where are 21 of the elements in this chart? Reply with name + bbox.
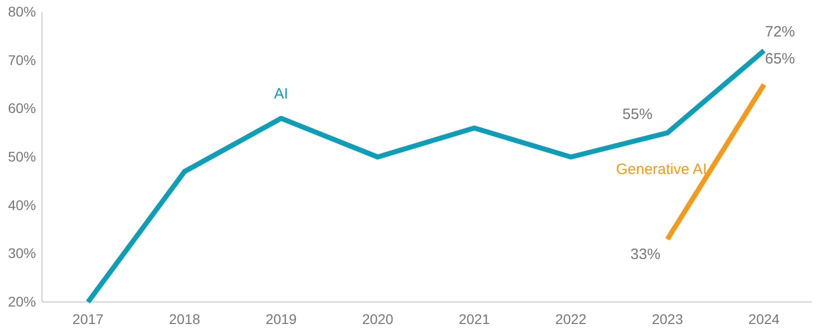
- x-tick-label: 2019: [266, 310, 297, 327]
- data-label: 65%: [764, 50, 796, 68]
- x-tick-label: 2017: [72, 310, 104, 327]
- data-label: 33%: [630, 246, 660, 264]
- data-label: 72%: [764, 24, 796, 41]
- y-tick-label: 40%: [8, 196, 36, 213]
- y-tick-label: 20%: [8, 293, 36, 310]
- x-tick-label: 2022: [555, 310, 587, 327]
- y-tick-label: 80%: [8, 3, 36, 20]
- x-tick-label: 2021: [458, 310, 490, 327]
- data-label: 55%: [622, 106, 652, 123]
- x-tick-label: 2023: [652, 310, 684, 327]
- x-tick-label: 2024: [748, 310, 780, 327]
- y-tick-label: 30%: [8, 245, 36, 262]
- y-tick-label: 60%: [8, 100, 36, 116]
- series-label: AI: [274, 85, 288, 102]
- y-tick-label: 50%: [8, 148, 36, 164]
- y-tick-label: 70%: [8, 52, 36, 68]
- series-label: Generative AI: [616, 161, 707, 178]
- x-tick-label: 2018: [168, 310, 200, 327]
- x-tick-label: 2020: [362, 310, 394, 327]
